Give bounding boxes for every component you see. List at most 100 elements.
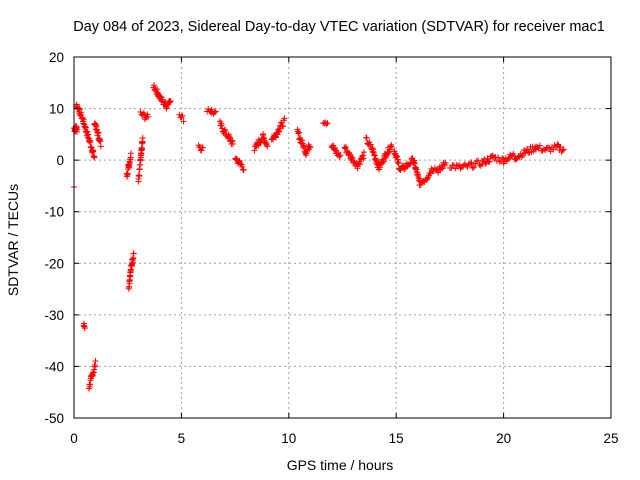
data-point bbox=[240, 167, 247, 174]
data-point bbox=[91, 154, 98, 161]
data-point bbox=[73, 101, 80, 108]
x-tick-label: 25 bbox=[603, 431, 618, 446]
data-point bbox=[557, 143, 564, 150]
data-point bbox=[332, 147, 339, 154]
data-point bbox=[441, 161, 448, 168]
data-point bbox=[464, 163, 471, 170]
data-point bbox=[382, 155, 389, 162]
data-point bbox=[226, 133, 233, 140]
data-point bbox=[504, 156, 511, 163]
data-point bbox=[90, 147, 97, 154]
data-point bbox=[229, 137, 236, 144]
x-tick-label: 10 bbox=[281, 431, 296, 446]
data-point bbox=[239, 166, 246, 173]
data-point bbox=[229, 140, 236, 147]
data-point bbox=[84, 128, 91, 135]
x-axis-label: GPS time / hours bbox=[287, 457, 394, 473]
data-point bbox=[442, 159, 449, 166]
data-point bbox=[97, 138, 104, 145]
y-tick-label: -10 bbox=[44, 205, 64, 220]
data-point bbox=[167, 99, 174, 106]
data-point bbox=[380, 158, 387, 165]
x-tick-label: 0 bbox=[70, 431, 78, 446]
data-point bbox=[281, 115, 288, 122]
data-point bbox=[180, 118, 187, 125]
data-point bbox=[341, 144, 348, 151]
y-axis-label: SDTVAR / TECUs bbox=[5, 184, 21, 296]
data-point bbox=[337, 152, 344, 159]
data-point bbox=[264, 143, 271, 150]
data-point bbox=[540, 146, 547, 153]
data-point bbox=[452, 165, 459, 172]
x-tick-label: 20 bbox=[496, 431, 511, 446]
data-point bbox=[360, 149, 367, 156]
data-point bbox=[367, 141, 374, 148]
data-point bbox=[136, 172, 143, 179]
data-point bbox=[139, 134, 146, 141]
data-point bbox=[461, 161, 468, 168]
data-point bbox=[251, 147, 258, 154]
data-series bbox=[71, 82, 567, 392]
data-point bbox=[559, 147, 566, 154]
data-point bbox=[435, 169, 442, 176]
data-point bbox=[484, 155, 491, 162]
data-point bbox=[360, 155, 367, 162]
data-point bbox=[359, 152, 366, 159]
data-point bbox=[295, 129, 302, 136]
data-point bbox=[127, 150, 134, 157]
data-point bbox=[280, 123, 287, 130]
data-point bbox=[275, 129, 282, 136]
data-point bbox=[406, 161, 413, 168]
data-point bbox=[554, 143, 561, 150]
data-point bbox=[306, 143, 313, 150]
data-point bbox=[471, 164, 478, 171]
data-point bbox=[439, 165, 446, 172]
data-point bbox=[138, 146, 145, 153]
data-point bbox=[255, 142, 262, 149]
data-point bbox=[323, 121, 330, 128]
data-point bbox=[394, 153, 401, 160]
data-point bbox=[342, 144, 349, 151]
data-point bbox=[76, 106, 83, 113]
data-point bbox=[228, 138, 235, 145]
data-point bbox=[377, 164, 384, 171]
data-point bbox=[349, 154, 356, 161]
data-point bbox=[81, 325, 88, 332]
data-point bbox=[130, 250, 137, 257]
data-point bbox=[263, 141, 270, 148]
data-point bbox=[363, 134, 370, 141]
data-point bbox=[163, 105, 170, 112]
data-point bbox=[199, 144, 206, 151]
data-point bbox=[95, 130, 102, 137]
data-point bbox=[307, 144, 314, 151]
data-point bbox=[92, 358, 99, 365]
data-point bbox=[357, 161, 364, 168]
data-point bbox=[324, 120, 331, 127]
data-point bbox=[388, 144, 395, 151]
data-point bbox=[499, 154, 506, 161]
data-point bbox=[524, 146, 531, 153]
data-point bbox=[145, 113, 152, 120]
data-point bbox=[92, 363, 99, 370]
data-point bbox=[482, 160, 489, 167]
data-point bbox=[417, 181, 424, 188]
y-tick-label: -20 bbox=[44, 256, 64, 271]
data-point bbox=[260, 134, 267, 141]
data-point bbox=[486, 158, 493, 165]
data-point bbox=[468, 159, 475, 166]
plot-frame bbox=[73, 56, 612, 419]
data-point bbox=[167, 97, 174, 104]
data-point bbox=[476, 161, 483, 168]
data-point bbox=[74, 126, 81, 133]
chart-title: Day 084 of 2023, Sidereal Day-to-day VTE… bbox=[73, 19, 605, 35]
data-point bbox=[301, 143, 308, 150]
data-point bbox=[560, 146, 567, 153]
data-point bbox=[481, 156, 488, 163]
data-point bbox=[458, 164, 465, 171]
data-point bbox=[546, 144, 553, 151]
axis-ticks bbox=[73, 56, 612, 419]
data-point bbox=[179, 112, 186, 119]
y-tick-label: -30 bbox=[44, 308, 64, 323]
data-point bbox=[274, 131, 281, 138]
data-point bbox=[448, 164, 455, 171]
